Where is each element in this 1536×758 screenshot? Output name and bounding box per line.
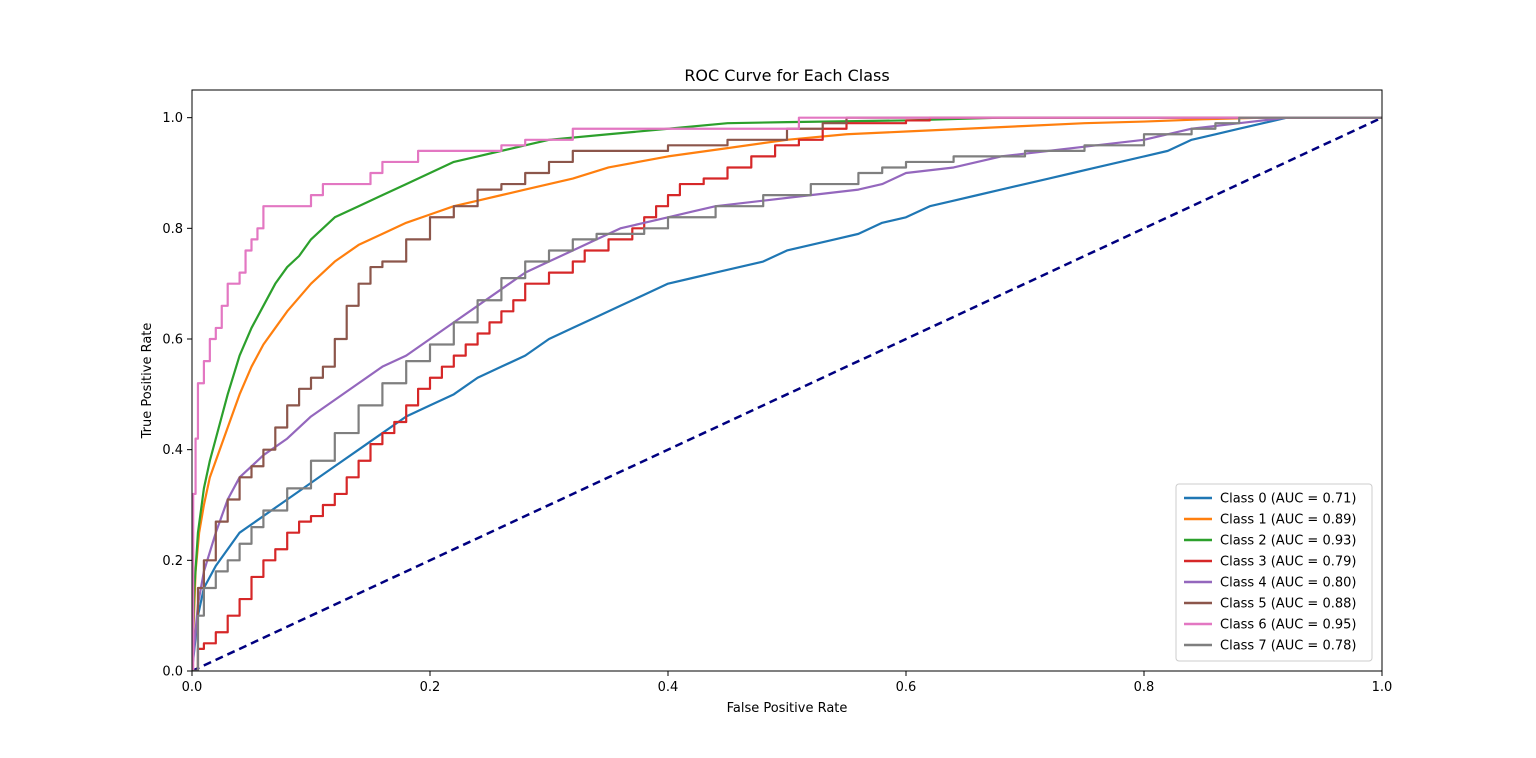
axes-frame <box>191 89 1383 672</box>
series-line-class-3 <box>192 116 1382 671</box>
series-line-class-5 <box>192 116 1382 671</box>
legend-entry-label: Class 1 (AUC = 0.89) <box>1220 513 1356 528</box>
ticks: 0.0 0.2 0.4 0.6 0.8 1.0 0.0 0.2 0.4 0.6 0.8 1.0 <box>162 111 1392 695</box>
legend-entry-label: Class 0 (AUC = 0.71) <box>1220 492 1356 507</box>
x-tick-label: 1.0 <box>1372 680 1393 695</box>
y-tick-label: 0.2 <box>162 554 183 569</box>
series-line-class-0 <box>192 116 1382 671</box>
x-tick-label: 0.2 <box>420 680 441 695</box>
legend-entry-label: Class 4 (AUC = 0.80) <box>1220 576 1356 591</box>
legend-entry-label: Class 5 (AUC = 0.88) <box>1220 597 1356 612</box>
x-axis-label: False Positive Rate <box>727 701 848 716</box>
series-group <box>192 116 1382 671</box>
legend: Class 0 (AUC = 0.71) Class 1 (AUC = 0.89)… <box>1175 483 1373 662</box>
y-tick-label: 1.0 <box>162 111 183 126</box>
plot-area <box>192 116 1382 671</box>
series-line-class-6 <box>192 116 1382 671</box>
x-tick-label: 0.6 <box>896 680 917 695</box>
series-line-class-1 <box>192 116 1382 671</box>
legend-entry-label: Class 2 (AUC = 0.93) <box>1220 534 1356 549</box>
y-axis-label: True Positive Rate <box>140 323 155 440</box>
y-tick-label: 0.6 <box>162 333 183 348</box>
x-tick-label: 0.4 <box>658 680 679 695</box>
chance-diagonal-line <box>192 116 1382 671</box>
series-line-class-7 <box>192 116 1382 671</box>
y-tick-label: 0.4 <box>162 443 183 458</box>
legend-entry-label: Class 6 (AUC = 0.95) <box>1220 618 1356 633</box>
x-tick-label: 0.8 <box>1134 680 1155 695</box>
y-tick-label: 0.0 <box>162 665 183 680</box>
chart-title: ROC Curve for Each Class <box>684 66 889 85</box>
legend-box <box>1175 483 1373 662</box>
y-tick-label: 0.8 <box>162 222 183 237</box>
x-tick-label: 0.0 <box>182 680 203 695</box>
legend-entry-label: Class 7 (AUC = 0.78) <box>1220 639 1356 654</box>
legend-entry-label: Class 3 (AUC = 0.79) <box>1220 555 1356 570</box>
